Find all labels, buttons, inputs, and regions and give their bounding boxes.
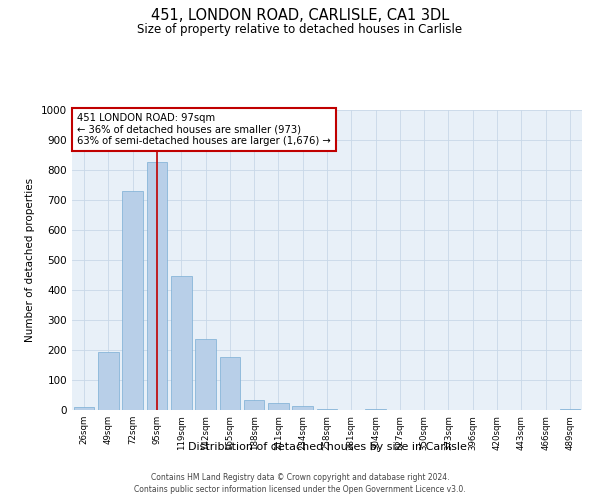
Bar — [292, 406, 313, 410]
Bar — [244, 400, 265, 410]
Bar — [146, 162, 167, 410]
Bar — [195, 339, 216, 410]
Bar — [122, 191, 143, 410]
Bar — [365, 408, 386, 410]
Text: Contains HM Land Registry data © Crown copyright and database right 2024.: Contains HM Land Registry data © Crown c… — [151, 472, 449, 482]
Bar — [268, 404, 289, 410]
Bar — [74, 407, 94, 410]
Bar — [220, 357, 240, 410]
Text: Size of property relative to detached houses in Carlisle: Size of property relative to detached ho… — [137, 22, 463, 36]
Bar — [560, 409, 580, 410]
Text: Contains public sector information licensed under the Open Government Licence v3: Contains public sector information licen… — [134, 485, 466, 494]
Bar — [171, 276, 191, 410]
Bar — [98, 352, 119, 410]
Y-axis label: Number of detached properties: Number of detached properties — [25, 178, 35, 342]
Bar — [317, 409, 337, 410]
Text: 451 LONDON ROAD: 97sqm
← 36% of detached houses are smaller (973)
63% of semi-de: 451 LONDON ROAD: 97sqm ← 36% of detached… — [77, 113, 331, 146]
Text: 451, LONDON ROAD, CARLISLE, CA1 3DL: 451, LONDON ROAD, CARLISLE, CA1 3DL — [151, 8, 449, 22]
Text: Distribution of detached houses by size in Carlisle: Distribution of detached houses by size … — [188, 442, 466, 452]
